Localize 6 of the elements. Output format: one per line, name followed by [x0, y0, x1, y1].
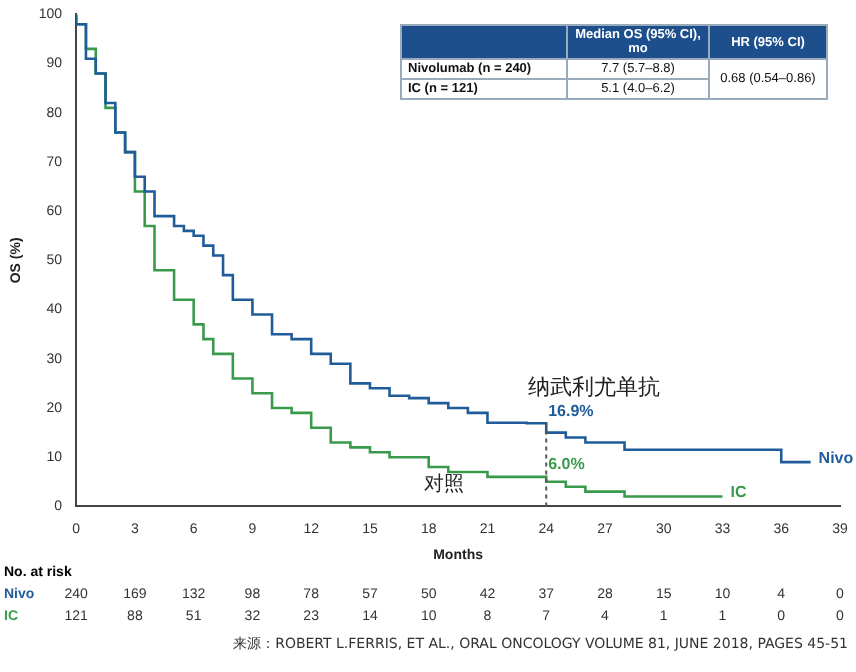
annotation: 16.9% — [548, 401, 594, 420]
series-label: Nivo — [818, 448, 854, 467]
annotation: 对照 — [424, 474, 464, 498]
annotation: 纳武利尤单抗 — [528, 372, 660, 402]
series-label: IC — [730, 482, 747, 501]
annotation: 6.0% — [548, 455, 585, 474]
